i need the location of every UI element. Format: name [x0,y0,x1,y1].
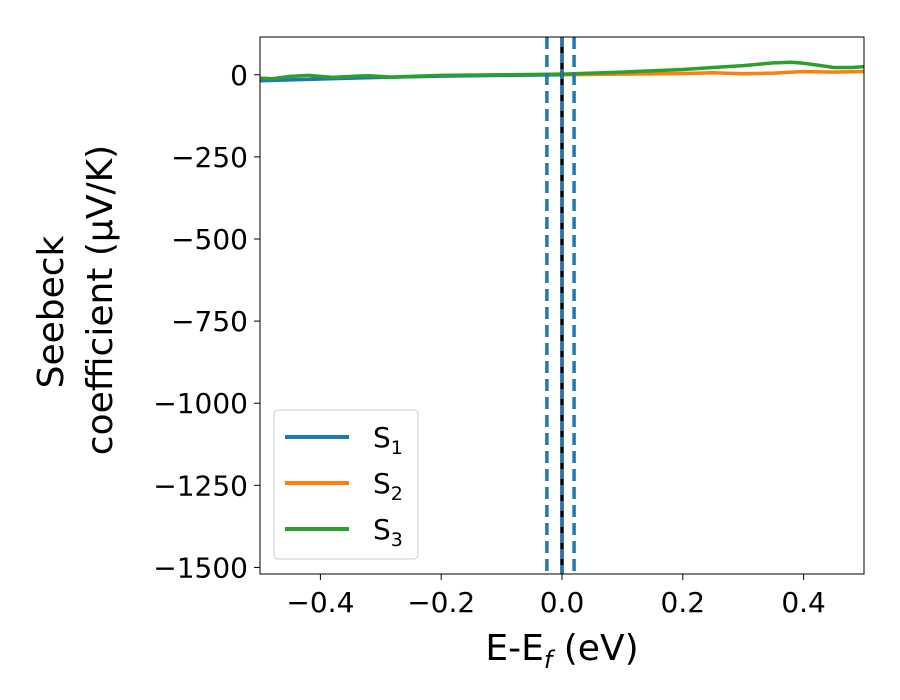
x-tick-label: −0.4 [286,586,354,619]
y-axis-label-line1: Seebeck [31,235,72,388]
y-tick-label: −1500 [153,551,248,584]
x-axis-label-unit: (eV) [552,628,638,669]
y-tick-label: −1250 [153,469,248,502]
y-tick-label: −750 [171,305,248,338]
x-axis-label: E-Ef (eV) [485,628,638,674]
vline-layer [545,37,576,574]
y-axis-label-line2: coefficient (μV/K) [80,145,121,455]
x-axis-label-main: E-E [485,628,543,669]
y-tick-label: −500 [171,223,248,256]
y-axis-ticks: 0 −250 −500 −750 −1000 −1250 −1500 [153,59,260,584]
x-tick-label: −0.2 [407,586,475,619]
x-tick-label: 0.2 [661,586,706,619]
x-tick-label: 0.4 [781,586,826,619]
y-tick-label: 0 [230,59,248,92]
legend-label-s3: S3 [373,513,403,551]
series-line-s2 [561,69,864,77]
x-axis-ticks: −0.4 −0.2 0.0 0.2 0.4 [286,574,826,619]
y-tick-label: −250 [171,141,248,174]
y-axis-label: Seebeck coefficient (μV/K) [31,145,121,455]
legend: S1 S2 S3 [273,409,419,560]
y-tick-label: −1000 [153,387,248,420]
legend-label-s2: S2 [373,467,403,505]
x-tick-label: 0.0 [540,586,585,619]
legend-label-s1: S1 [373,421,403,459]
